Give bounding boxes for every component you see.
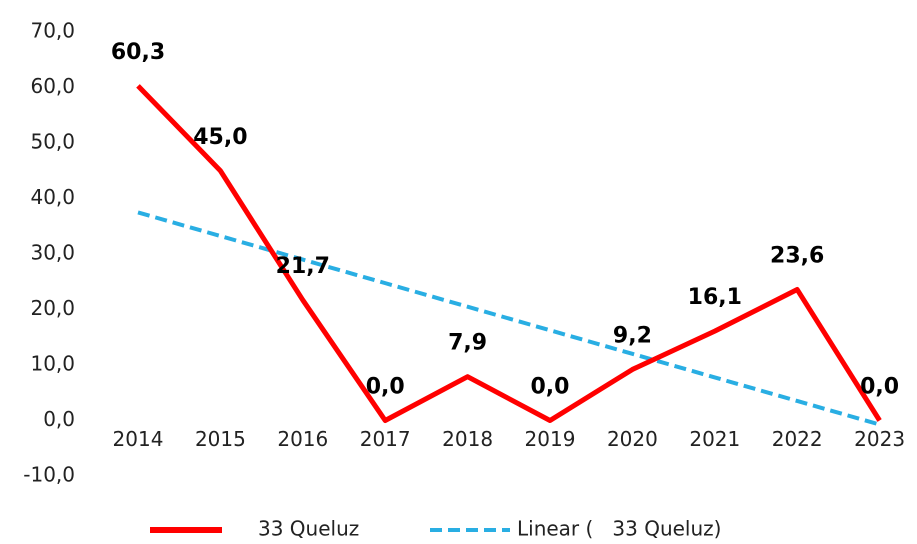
data-label: 9,2 xyxy=(613,323,652,348)
data-label: 60,3 xyxy=(111,40,165,65)
y-tick-label: 30,0 xyxy=(30,241,75,265)
y-tick-label: 10,0 xyxy=(30,352,75,376)
data-label: 0,0 xyxy=(531,375,570,400)
x-tick-label: 2018 xyxy=(442,427,493,451)
data-label: 0,0 xyxy=(366,375,405,400)
x-tick-label: 2017 xyxy=(360,427,411,451)
y-tick-label: 70,0 xyxy=(30,19,75,43)
legend-label: Linear ( 33 Queluz) xyxy=(517,517,721,541)
x-tick-label: 2016 xyxy=(277,427,328,451)
y-tick-label: 50,0 xyxy=(30,130,75,154)
data-label: 0,0 xyxy=(860,375,899,400)
y-tick-label: 0,0 xyxy=(43,407,75,431)
x-tick-label: 2023 xyxy=(854,427,905,451)
data-label: 23,6 xyxy=(770,244,824,269)
x-tick-label: 2022 xyxy=(772,427,823,451)
x-tick-label: 2021 xyxy=(689,427,740,451)
data-label: 45,0 xyxy=(193,125,247,150)
y-tick-label: 40,0 xyxy=(30,185,75,209)
data-label: 16,1 xyxy=(688,285,742,310)
data-label: 21,7 xyxy=(276,254,330,279)
trend-line xyxy=(137,210,881,427)
data-label: 7,9 xyxy=(448,331,487,356)
x-tick-label: 2019 xyxy=(525,427,576,451)
series-line xyxy=(136,84,882,423)
x-tick-label: 2014 xyxy=(113,427,164,451)
y-tick-label: 60,0 xyxy=(30,74,75,98)
y-tick-label: -10,0 xyxy=(23,463,75,487)
x-tick-label: 2020 xyxy=(607,427,658,451)
x-tick-label: 2015 xyxy=(195,427,246,451)
y-tick-label: 20,0 xyxy=(30,296,75,320)
legend-label: 33 Queluz xyxy=(258,517,359,541)
